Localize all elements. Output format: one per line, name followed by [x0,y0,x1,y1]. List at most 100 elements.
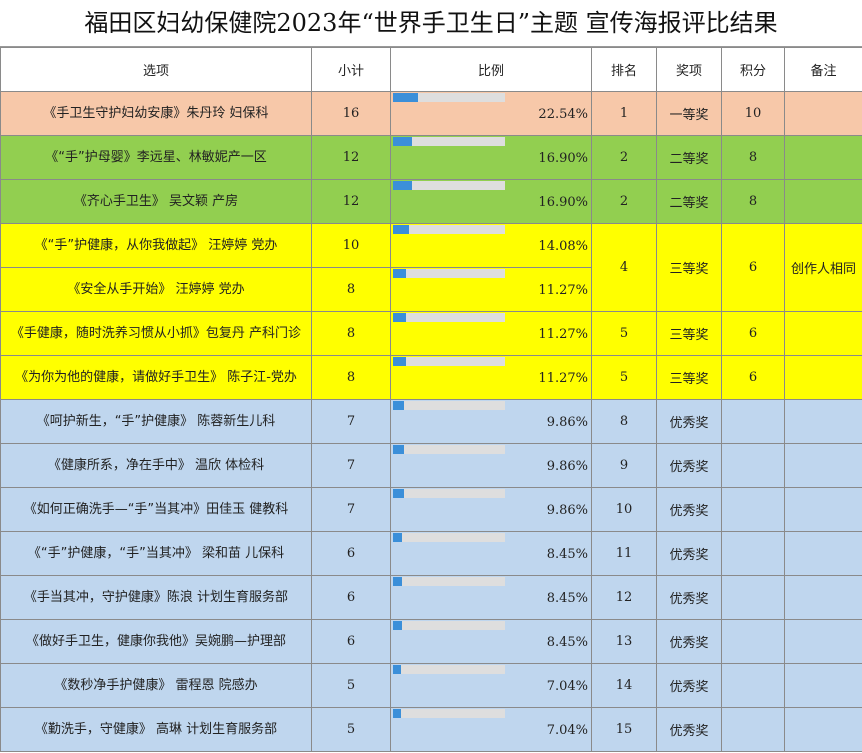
ratio-cell[interactable]: 7.04% [391,708,592,752]
option-cell[interactable]: 《如何正确洗手—“手”当其冲》田佳玉 健教科 [1,488,312,532]
header-points[interactable]: 积分 [722,48,785,92]
award-cell[interactable]: 优秀奖 [657,708,722,752]
ratio-cell[interactable]: 8.45% [391,532,592,576]
option-cell[interactable]: 《手当其冲，守护健康》陈浪 计划生育服务部 [1,576,312,620]
ratio-cell[interactable]: 9.86% [391,400,592,444]
count-cell[interactable]: 6 [312,576,391,620]
count-cell[interactable]: 8 [312,356,391,400]
note-cell[interactable]: 创作人相同 [785,224,862,312]
rank-cell[interactable]: 14 [592,664,657,708]
points-cell[interactable]: 6 [722,356,785,400]
points-cell[interactable] [722,664,785,708]
note-cell[interactable] [785,708,862,752]
rank-cell[interactable]: 12 [592,576,657,620]
ratio-cell[interactable]: 14.08% [391,224,592,268]
option-cell[interactable]: 《数秒净手护健康》 雷程恩 院感办 [1,664,312,708]
points-cell[interactable]: 10 [722,92,785,136]
note-cell[interactable] [785,180,862,224]
award-cell[interactable]: 三等奖 [657,356,722,400]
note-cell[interactable] [785,444,862,488]
option-cell[interactable]: 《“手”护健康，从你我做起》 汪婷婷 党办 [1,224,312,268]
ratio-cell[interactable]: 11.27% [391,356,592,400]
count-cell[interactable]: 7 [312,444,391,488]
ratio-cell[interactable]: 11.27% [391,268,592,312]
points-cell[interactable] [722,400,785,444]
award-cell[interactable]: 优秀奖 [657,488,722,532]
ratio-cell[interactable]: 22.54% [391,92,592,136]
ratio-cell[interactable]: 8.45% [391,620,592,664]
points-cell[interactable]: 8 [722,136,785,180]
count-cell[interactable]: 16 [312,92,391,136]
rank-cell[interactable]: 4 [592,224,657,312]
ratio-cell[interactable]: 9.86% [391,488,592,532]
rank-cell[interactable]: 9 [592,444,657,488]
header-note[interactable]: 备注 [785,48,862,92]
option-cell[interactable]: 《勤洗手，守健康》 高琳 计划生育服务部 [1,708,312,752]
points-cell[interactable] [722,444,785,488]
option-cell[interactable]: 《“手”护母婴》李远星、林敏妮产一区 [1,136,312,180]
award-cell[interactable]: 优秀奖 [657,444,722,488]
award-cell[interactable]: 一等奖 [657,92,722,136]
count-cell[interactable]: 6 [312,532,391,576]
note-cell[interactable] [785,356,862,400]
points-cell[interactable]: 8 [722,180,785,224]
count-cell[interactable]: 12 [312,136,391,180]
points-cell[interactable] [722,532,785,576]
award-cell[interactable]: 优秀奖 [657,400,722,444]
ratio-cell[interactable]: 7.04% [391,664,592,708]
points-cell[interactable]: 6 [722,312,785,356]
points-cell[interactable] [722,488,785,532]
ratio-cell[interactable]: 16.90% [391,136,592,180]
rank-cell[interactable]: 1 [592,92,657,136]
option-cell[interactable]: 《手卫生守护妇幼安康》朱丹玲 妇保科 [1,92,312,136]
points-cell[interactable] [722,576,785,620]
option-cell[interactable]: 《齐心手卫生》 吴文颖 产房 [1,180,312,224]
award-cell[interactable]: 优秀奖 [657,576,722,620]
header-rank[interactable]: 排名 [592,48,657,92]
award-cell[interactable]: 三等奖 [657,312,722,356]
option-cell[interactable]: 《呵护新生，“手”护健康》 陈蓉新生儿科 [1,400,312,444]
option-cell[interactable]: 《“手”护健康，“手”当其冲》 梁和苗 儿保科 [1,532,312,576]
option-cell[interactable]: 《健康所系，净在手中》 温欣 体检科 [1,444,312,488]
rank-cell[interactable]: 8 [592,400,657,444]
rank-cell[interactable]: 2 [592,136,657,180]
ratio-cell[interactable]: 16.90% [391,180,592,224]
points-cell[interactable]: 6 [722,224,785,312]
award-cell[interactable]: 优秀奖 [657,532,722,576]
note-cell[interactable] [785,620,862,664]
count-cell[interactable]: 10 [312,224,391,268]
award-cell[interactable]: 优秀奖 [657,620,722,664]
header-count[interactable]: 小计 [312,48,391,92]
award-cell[interactable]: 二等奖 [657,180,722,224]
points-cell[interactable] [722,708,785,752]
points-cell[interactable] [722,620,785,664]
option-cell[interactable]: 《为你为他的健康，请做好手卫生》 陈子江-党办 [1,356,312,400]
header-award[interactable]: 奖项 [657,48,722,92]
count-cell[interactable]: 7 [312,488,391,532]
note-cell[interactable] [785,136,862,180]
rank-cell[interactable]: 2 [592,180,657,224]
rank-cell[interactable]: 13 [592,620,657,664]
count-cell[interactable]: 8 [312,312,391,356]
count-cell[interactable]: 6 [312,620,391,664]
note-cell[interactable] [785,576,862,620]
rank-cell[interactable]: 10 [592,488,657,532]
ratio-cell[interactable]: 8.45% [391,576,592,620]
note-cell[interactable] [785,312,862,356]
count-cell[interactable]: 5 [312,708,391,752]
count-cell[interactable]: 5 [312,664,391,708]
count-cell[interactable]: 7 [312,400,391,444]
rank-cell[interactable]: 15 [592,708,657,752]
count-cell[interactable]: 12 [312,180,391,224]
note-cell[interactable] [785,400,862,444]
ratio-cell[interactable]: 11.27% [391,312,592,356]
header-option[interactable]: 选项 [1,48,312,92]
rank-cell[interactable]: 5 [592,312,657,356]
option-cell[interactable]: 《安全从手开始》 汪婷婷 党办 [1,268,312,312]
rank-cell[interactable]: 11 [592,532,657,576]
award-cell[interactable]: 三等奖 [657,224,722,312]
header-ratio[interactable]: 比例 [391,48,592,92]
note-cell[interactable] [785,664,862,708]
note-cell[interactable] [785,532,862,576]
rank-cell[interactable]: 5 [592,356,657,400]
